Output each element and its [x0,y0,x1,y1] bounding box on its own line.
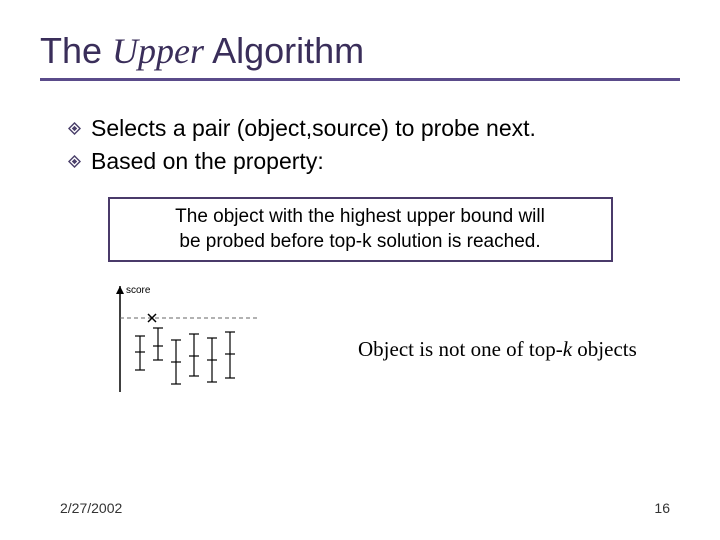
title-suffix: Algorithm [204,30,364,71]
property-line2: be probed before top-k solution is reach… [124,230,597,255]
diagram-area: score Object is not one of top-k objects [98,280,680,400]
annotation-italic: k [563,337,572,361]
annotation-prefix: Object is not one of top- [358,337,563,361]
bullet-text: Selects a pair (object,source) to probe … [91,115,536,142]
footer-date: 2/27/2002 [60,500,122,516]
footer-page: 16 [654,500,670,516]
title-italic: Upper [112,31,204,71]
title-underline [40,78,680,81]
slide-title: The Upper Algorithm [40,30,680,72]
footer: 2/27/2002 16 [0,500,720,516]
bullet-text: Based on the property: [91,148,324,175]
annotation-suffix: objects [572,337,637,361]
title-prefix: The [40,30,112,71]
diamond-icon [68,122,81,140]
annotation-text: Object is not one of top-k objects [358,337,637,362]
slide: The Upper Algorithm Selects a pair (obje… [0,0,720,540]
property-box: The object with the highest upper bound … [108,197,613,262]
score-chart: score [98,280,268,400]
chart-svg: score [98,280,268,400]
diamond-icon [68,155,81,173]
property-line1: The object with the highest upper bound … [124,205,597,230]
svg-text:score: score [126,285,151,296]
bullet-item: Selects a pair (object,source) to probe … [68,115,680,142]
bullet-item: Based on the property: [68,148,680,175]
bullet-list: Selects a pair (object,source) to probe … [68,115,680,175]
